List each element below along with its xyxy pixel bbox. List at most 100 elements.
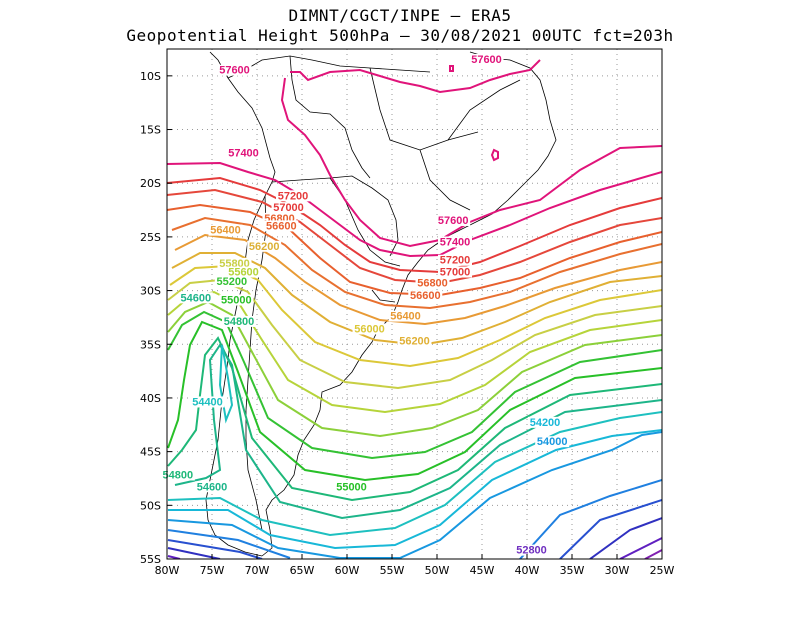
contour-54400 bbox=[167, 344, 662, 537]
y-tick-label: 35S bbox=[140, 338, 161, 351]
contour-label-background bbox=[276, 190, 310, 202]
contour-label-background bbox=[262, 212, 297, 224]
contour-label: 57600 bbox=[438, 215, 469, 227]
contour-label-background bbox=[469, 53, 504, 65]
contour-56600 bbox=[171, 216, 662, 310]
contour-label: 54800 bbox=[163, 469, 194, 481]
contour-label-background bbox=[264, 220, 299, 232]
contour-label-background bbox=[195, 481, 229, 493]
y-tick-label: 25S bbox=[140, 231, 161, 244]
axis-ticks: 80W 75W 70W 65W 60W 55W 50W 45W 40W 35W 30W 25W 10S 1… bbox=[140, 70, 675, 577]
contour-label: 54400 bbox=[192, 396, 223, 408]
y-tick-label: 40S bbox=[140, 392, 161, 405]
contour-label: 57600 bbox=[471, 54, 502, 66]
contour-label-background bbox=[528, 416, 562, 428]
contour-57000 bbox=[167, 188, 662, 285]
y-tick-label: 50S bbox=[140, 499, 161, 512]
contour-label-background bbox=[438, 254, 472, 266]
contour-57200 bbox=[167, 176, 662, 274]
contour-54200 bbox=[168, 429, 662, 550]
contour-label-background bbox=[436, 215, 471, 227]
contour-label-background bbox=[438, 266, 472, 278]
x-tick-label: 80W bbox=[155, 564, 180, 577]
contour-label: 56400 bbox=[390, 311, 421, 323]
contour-54000 bbox=[167, 431, 662, 559]
contour-54600 bbox=[174, 343, 662, 520]
contour-label-background bbox=[438, 236, 472, 248]
y-tick-label: 15S bbox=[140, 124, 161, 137]
contour-label-background bbox=[226, 147, 261, 159]
contour-label: 57400 bbox=[440, 236, 471, 248]
border-paraguay bbox=[329, 175, 399, 257]
contour-53600 bbox=[167, 499, 662, 559]
contour-label-background bbox=[226, 266, 261, 278]
contour-label: 57000 bbox=[273, 202, 304, 214]
x-tick-label: 30W bbox=[605, 564, 630, 577]
contour-label: 56200 bbox=[249, 241, 280, 253]
y-tick-label: 20S bbox=[140, 177, 161, 190]
west-coastline bbox=[205, 51, 276, 557]
x-tick-label: 65W bbox=[290, 564, 315, 577]
contour-label-background bbox=[535, 436, 570, 448]
contour-label-background bbox=[160, 469, 195, 481]
contour-label: 54200 bbox=[530, 417, 561, 429]
contour-55000 bbox=[167, 320, 662, 482]
x-tick-label: 35W bbox=[560, 564, 585, 577]
map-title-line-1: DIMNT/CGCT/INPE – ERA5 bbox=[288, 6, 512, 25]
contour-label: 55000 bbox=[336, 481, 367, 493]
contour-57600 bbox=[280, 59, 662, 248]
contour-label: 56200 bbox=[399, 335, 430, 347]
contour-label: 57200 bbox=[440, 255, 471, 267]
contour-label-background bbox=[190, 396, 225, 408]
contour-56800 bbox=[167, 203, 662, 297]
x-tick-label: 40W bbox=[515, 564, 540, 577]
contour-label: 54600 bbox=[197, 481, 228, 493]
contour-label-background bbox=[217, 64, 252, 76]
contour-label: 57000 bbox=[440, 267, 471, 279]
contour-56200 bbox=[171, 252, 662, 347]
y-tick-label: 30S bbox=[140, 285, 161, 298]
x-tick-label: 50W bbox=[425, 564, 450, 577]
y-tick-label: 10S bbox=[140, 70, 161, 83]
contour-label: 56000 bbox=[354, 323, 385, 335]
east-coastline bbox=[261, 51, 557, 557]
contour-label-background bbox=[219, 294, 254, 306]
contour-53800 bbox=[167, 479, 662, 559]
contour-label-background bbox=[514, 544, 549, 556]
border-uruguay bbox=[371, 289, 396, 303]
contour-label: 52800 bbox=[516, 545, 547, 557]
border-brazil-states-1 bbox=[369, 67, 479, 151]
coastline-layer bbox=[205, 51, 557, 557]
contour-label: 57600 bbox=[219, 65, 250, 77]
border-brazil-states-3 bbox=[447, 79, 521, 141]
contour-label: 56800 bbox=[417, 277, 448, 289]
contour-label-background bbox=[397, 335, 432, 347]
contour-label-background bbox=[334, 481, 369, 493]
contour-label: 57400 bbox=[228, 147, 259, 159]
contour-label: 54000 bbox=[537, 436, 568, 448]
closed-low-57600b bbox=[449, 65, 454, 72]
y-tick-label: 55S bbox=[140, 553, 161, 566]
contour-label: 56600 bbox=[410, 290, 441, 302]
x-tick-label: 45W bbox=[470, 564, 495, 577]
contour-57400 bbox=[167, 161, 662, 258]
border-bolivia-brazil bbox=[289, 55, 371, 179]
contour-label: 55200 bbox=[217, 276, 248, 288]
contour-53000 bbox=[644, 549, 662, 559]
contour-label: 54800 bbox=[224, 316, 255, 328]
contour-label-background bbox=[415, 277, 450, 289]
contour-label-background bbox=[388, 310, 423, 322]
contour-label-background bbox=[208, 224, 243, 236]
x-tick-label: 60W bbox=[335, 564, 360, 577]
contour-label-background bbox=[222, 315, 256, 327]
contour-labels: 5760057600574005760057400572005700056800… bbox=[160, 53, 570, 557]
map-frame bbox=[166, 48, 663, 560]
x-tick-label: 75W bbox=[200, 564, 225, 577]
map-title-line-2: Geopotential Height 500hPa – 30/08/2021 … bbox=[126, 26, 674, 45]
contour-label-background bbox=[214, 276, 249, 288]
contour-label: 56400 bbox=[210, 225, 241, 237]
contour-label: 56600 bbox=[266, 220, 297, 232]
contour-53400 bbox=[167, 517, 662, 559]
contour-label-background bbox=[352, 323, 387, 335]
